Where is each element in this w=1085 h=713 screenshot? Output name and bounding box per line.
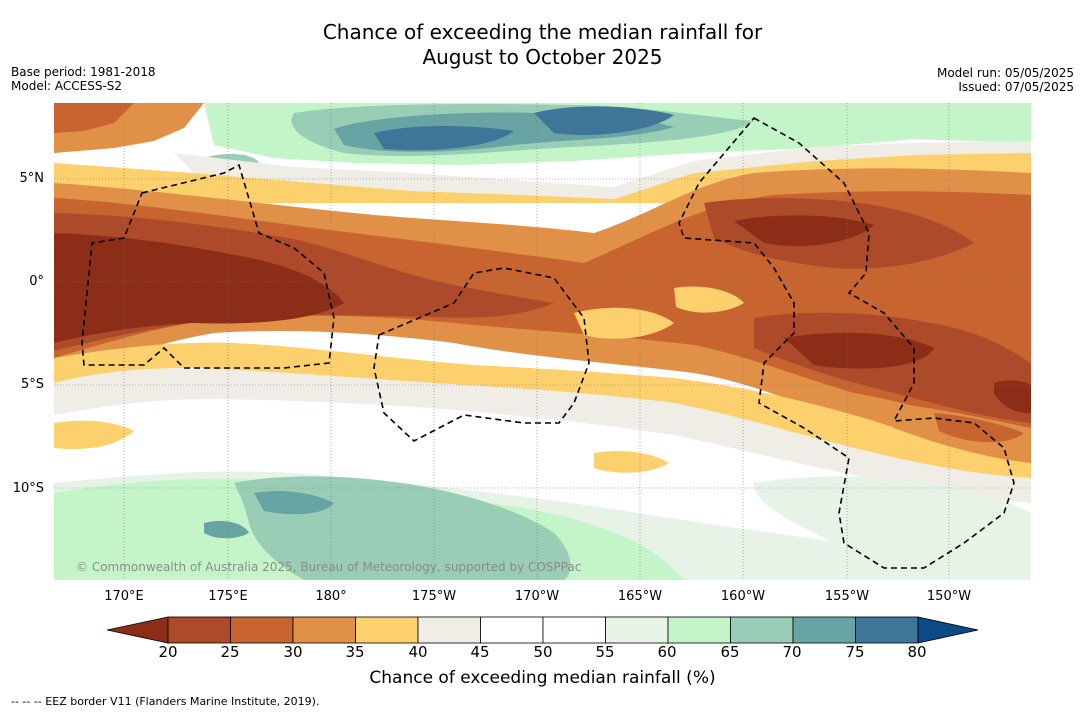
- south-east-green: [754, 476, 1031, 580]
- map-credit: © Commonwealth of Australia 2025, Bureau…: [76, 560, 582, 574]
- rainfall-map: © Commonwealth of Australia 2025, Bureau…: [54, 103, 1031, 580]
- colorbar-extend-high: [917, 616, 979, 644]
- lon-label-170e: 170°E: [104, 589, 144, 604]
- lon-label-175e: 175°E: [208, 589, 248, 604]
- lon-label-160w: 160°W: [720, 589, 766, 604]
- colorbar-segment: [355, 616, 419, 644]
- colorbar-tick: 65: [720, 643, 740, 661]
- colorbar-label: Chance of exceeding median rainfall (%): [369, 668, 716, 688]
- colorbar-segment: [292, 616, 356, 644]
- colorbar-segment: [417, 616, 481, 644]
- central-yellow-patch-2: [674, 286, 744, 313]
- colorbar-tick: 70: [782, 643, 802, 661]
- colorbar-segment: [855, 616, 919, 644]
- north-blue-core: [374, 126, 514, 151]
- south-yellow-patch: [54, 420, 134, 450]
- colorbar-segment: [230, 616, 294, 644]
- colorbar-tick: 75: [845, 643, 865, 661]
- lon-label-165w: 165°W: [617, 589, 663, 604]
- meta-right: Model run: 05/05/2025 Issued: 07/05/2025: [937, 66, 1074, 94]
- base-period: Base period: 1981-2018: [11, 65, 156, 79]
- eez-borders: [81, 116, 1015, 569]
- colorbar-extend-low: [106, 616, 169, 644]
- equatorial-core-west-2: [114, 271, 234, 309]
- meta-left: Base period: 1981-2018 Model: ACCESS-S2: [11, 65, 156, 93]
- colorbar-segment: [167, 616, 231, 644]
- model-name: Model: ACCESS-S2: [11, 79, 123, 93]
- lat-label-0: 0°: [29, 274, 44, 289]
- colorbar-segment: [542, 616, 606, 644]
- lon-label-180: 180°: [315, 589, 347, 604]
- colorbar-tick: 60: [657, 643, 677, 661]
- colorbar-segment: [667, 616, 731, 644]
- south-yellow-patch-2: [594, 451, 669, 473]
- eez-legend-note: -- -- -- EEZ border V11 (Flanders Marine…: [11, 695, 320, 708]
- colorbar-segment: [480, 616, 544, 644]
- east-core-south-2: [994, 380, 1031, 414]
- chart-title: Chance of exceeding the median rainfall …: [0, 20, 1085, 70]
- title-line-2: August to October 2025: [422, 45, 663, 69]
- lat-label-5n: 5°N: [19, 171, 45, 186]
- colorbar-tick: 20: [158, 643, 178, 661]
- lon-label-150w: 150°W: [926, 589, 972, 604]
- lat-label-5s: 5°S: [20, 377, 44, 392]
- eez-line-islands: [678, 116, 1015, 569]
- south-yellow: [54, 342, 1031, 478]
- colorbar: [106, 615, 979, 645]
- colorbar-tick: 50: [533, 643, 553, 661]
- lon-label-155w: 155°W: [824, 589, 870, 604]
- map-svg: [54, 103, 1031, 580]
- north-blue-core-2: [534, 106, 674, 135]
- gridlines: [54, 103, 1031, 580]
- colorbar-tick: 25: [220, 643, 240, 661]
- north-grey-band: [174, 141, 1031, 199]
- colorbar-tick: 30: [283, 643, 303, 661]
- colorbar-tick: 35: [345, 643, 365, 661]
- colorbar-segment: [792, 616, 856, 644]
- south-teal-dark: [254, 491, 334, 515]
- lon-label-170w: 170°W: [514, 589, 560, 604]
- lon-label-175w: 175°W: [411, 589, 457, 604]
- issued-date: Issued: 07/05/2025: [958, 80, 1074, 94]
- eez-phoenix: [373, 267, 590, 442]
- colorbar-tick: 55: [595, 643, 615, 661]
- colorbar-tick: 80: [907, 643, 927, 661]
- colorbar-ticks: 20 25 30 35 40 45 50 55 60 65 70 75 80: [0, 643, 1085, 663]
- east-core-north: [734, 215, 874, 247]
- model-run: Model run: 05/05/2025: [936, 66, 1074, 80]
- colorbar-svg: [106, 616, 979, 644]
- east-core-south: [784, 332, 934, 369]
- lat-label-10s: 10°S: [12, 481, 44, 496]
- colorbar-tick: 45: [470, 643, 490, 661]
- central-yellow-patch: [574, 307, 674, 339]
- nw-dark: [54, 103, 134, 133]
- south-teal-dark-2: [204, 521, 249, 539]
- title-line-1: Chance of exceeding the median rainfall …: [322, 20, 763, 44]
- colorbar-tick: 40: [408, 643, 428, 661]
- colorbar-segment: [730, 616, 794, 644]
- colorbar-segment: [605, 616, 669, 644]
